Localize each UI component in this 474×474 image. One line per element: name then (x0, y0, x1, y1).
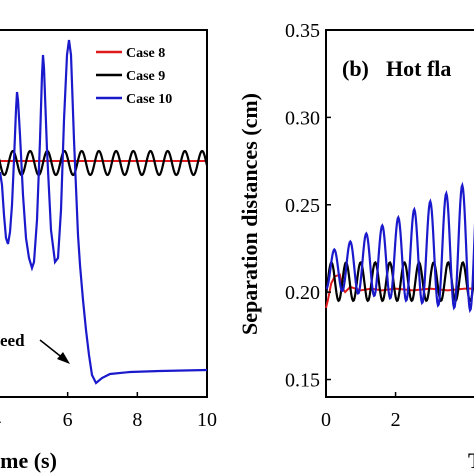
panel-a-partial-tick-label: 4 (0, 409, 1, 431)
panel-b: 0.15 0.20 0.25 0.30 0.35 0 2 (b) Hot fla Sepa… (237, 20, 474, 473)
legend-label-case-10: Case 10 (126, 92, 172, 107)
panel-b-title: (b) (342, 56, 369, 81)
panel-a-annotation-arrowhead (57, 352, 70, 364)
panel-a-x-tick-label: 8 (132, 409, 142, 431)
panel-b-y-tick-label: 0.25 (285, 195, 320, 217)
panel-a-x-tick-label: 6 (63, 409, 73, 431)
panel-b-series-case-9 (324, 260, 474, 303)
panel-a-series-case-10 (0, 39, 208, 385)
panel-b-y-axis-label: Separation distances (cm) (237, 93, 262, 335)
panel-b-series-case-10 (325, 181, 474, 314)
panel-a-frame (0, 29, 208, 398)
panel-b-x-axis-label: T (468, 448, 474, 473)
panel-b-frame (325, 29, 474, 398)
panel-a-x-tick-label: 10 (197, 409, 217, 431)
panel-b-subtitle: Hot fla (386, 56, 451, 81)
panel-b-y-tick-label: 0.15 (285, 370, 320, 392)
panel-a: 6 8 10 4 ime (s) Case 8 Case 9 Case 10 eed (0, 29, 217, 473)
panel-a-x-axis-label: ime (s) (0, 448, 57, 473)
panel-b-y-tick-label: 0.30 (285, 107, 320, 129)
legend-label-case-8: Case 8 (126, 46, 165, 61)
panel-b-x-tick-label: 0 (321, 409, 331, 431)
panel-b-x-tick-label: 2 (391, 409, 401, 431)
panel-b-y-tick-label: 0.35 (285, 20, 320, 42)
panel-a-annotation: eed (0, 331, 25, 350)
panel-a-series-case-9 (0, 149, 209, 177)
panel-b-y-tick-label: 0.20 (285, 282, 320, 304)
legend-label-case-9: Case 9 (126, 69, 165, 84)
panel-a-legend: Case 8 Case 9 Case 10 (96, 46, 172, 107)
